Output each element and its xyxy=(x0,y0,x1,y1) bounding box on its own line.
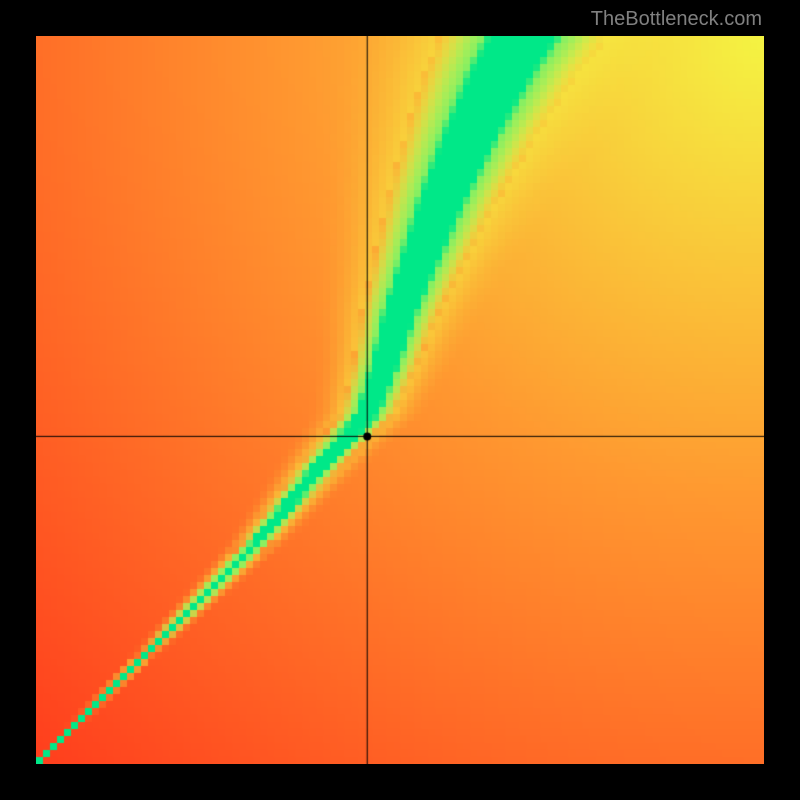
chart-container: TheBottleneck.com xyxy=(0,0,800,800)
watermark-text: TheBottleneck.com xyxy=(591,8,762,31)
bottleneck-heatmap xyxy=(36,36,764,764)
